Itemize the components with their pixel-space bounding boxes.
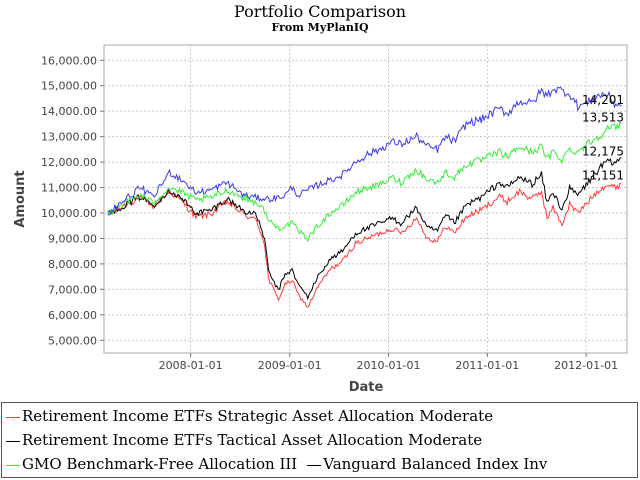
- x-tick-label: 2010-01-01: [357, 359, 421, 372]
- legend-row: Retirement Income ETFs Tactical Asset Al…: [6, 431, 482, 449]
- x-tick-label: 2012-01-01: [554, 359, 618, 372]
- legend-label: Vanguard Balanced Index Inv: [323, 455, 548, 473]
- legend-row: Retirement Income ETFs Strategic Asset A…: [6, 407, 493, 425]
- legend-label: Retirement Income ETFs Strategic Asset A…: [22, 407, 494, 425]
- end-value-label: 11,151: [582, 169, 624, 183]
- y-tick-label: 6,000.00: [48, 309, 97, 322]
- chart-title: Portfolio Comparison: [233, 2, 407, 21]
- legend-swatch: [6, 440, 20, 442]
- legend-swatch: [307, 464, 322, 466]
- x-axis-label: Date: [349, 380, 384, 395]
- x-tick-label: 2011-01-01: [455, 359, 519, 372]
- legend-label: Retirement Income ETFs Tactical Asset Al…: [22, 431, 483, 449]
- legend-swatch: [6, 464, 20, 466]
- x-axis: 2008-01-01 2009-01-01 2010-01-01 2011-01-01…: [159, 353, 618, 372]
- series-line: [107, 182, 622, 308]
- series-line: [107, 120, 622, 243]
- legend-item: Retirement Income ETFs Tactical Asset Al…: [6, 431, 482, 449]
- y-tick-label: 12,000.00: [41, 156, 97, 169]
- chart-legend: Retirement Income ETFs Strategic Asset A…: [1, 402, 638, 478]
- y-axis: 5,000.00 6,000.00 7,000.00 8,000.00 9,000.00…: [41, 54, 104, 347]
- y-tick-label: 5,000.00: [48, 334, 97, 347]
- y-tick-label: 15,000.00: [41, 80, 97, 93]
- legend-row: GMO Benchmark-Free Allocation III Vanguar…: [6, 455, 547, 473]
- series-line: [107, 157, 622, 301]
- series-line: [107, 86, 622, 216]
- y-tick-label: 9,000.00: [48, 232, 97, 245]
- y-tick-label: 16,000.00: [41, 54, 97, 67]
- plot-area: [103, 44, 628, 354]
- y-tick-label: 11,000.00: [41, 182, 97, 195]
- end-value-labels: 14,201 13,513 12,175 11,151: [582, 93, 624, 183]
- legend-swatch: [6, 416, 20, 418]
- chart-subtitle: From MyPlanIQ: [271, 21, 369, 34]
- series-lines: [107, 86, 622, 308]
- legend-item: Retirement Income ETFs Strategic Asset A…: [6, 407, 493, 425]
- line-chart: 5,000.00 6,000.00 7,000.00 8,000.00 9,000.00…: [13, 44, 628, 395]
- legend-item: GMO Benchmark-Free Allocation III: [6, 455, 297, 473]
- y-tick-label: 14,000.00: [41, 105, 97, 118]
- end-value-label: 14,201: [582, 93, 624, 107]
- x-tick-label: 2009-01-01: [258, 359, 322, 372]
- y-tick-label: 13,000.00: [41, 131, 97, 144]
- y-tick-label: 7,000.00: [48, 283, 97, 296]
- y-tick-label: 8,000.00: [48, 258, 97, 271]
- y-tick-label: 10,000.00: [41, 207, 97, 220]
- x-tick-label: 2008-01-01: [159, 359, 223, 372]
- legend-label: GMO Benchmark-Free Allocation III: [22, 455, 298, 473]
- y-axis-label: Amount: [13, 170, 28, 227]
- end-value-label: 13,513: [582, 111, 624, 125]
- end-value-label: 12,175: [582, 145, 624, 159]
- legend-item: Vanguard Balanced Index Inv: [307, 455, 547, 473]
